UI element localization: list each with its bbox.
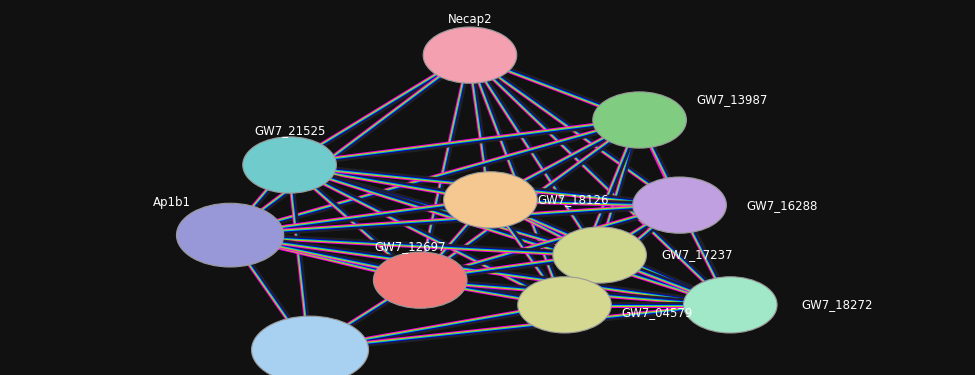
Ellipse shape xyxy=(243,137,336,193)
Text: GW7_18126: GW7_18126 xyxy=(537,194,609,206)
Text: Ap1b1: Ap1b1 xyxy=(153,196,190,208)
Ellipse shape xyxy=(633,177,726,233)
Text: GW7_16288: GW7_16288 xyxy=(746,199,818,211)
Text: GW7_21525: GW7_21525 xyxy=(254,124,326,137)
Ellipse shape xyxy=(593,92,686,148)
Ellipse shape xyxy=(518,277,611,333)
Ellipse shape xyxy=(176,203,284,267)
Text: GW7_12697: GW7_12697 xyxy=(374,240,447,253)
Ellipse shape xyxy=(423,27,517,83)
Text: Necap2: Necap2 xyxy=(448,13,492,26)
Ellipse shape xyxy=(373,252,467,308)
Ellipse shape xyxy=(683,277,777,333)
Ellipse shape xyxy=(553,227,646,283)
Ellipse shape xyxy=(252,316,369,375)
Text: GW7_13987: GW7_13987 xyxy=(696,93,768,106)
Text: GW7_17237: GW7_17237 xyxy=(661,249,733,261)
Text: GW7_04579: GW7_04579 xyxy=(621,306,693,319)
Ellipse shape xyxy=(444,172,537,228)
Text: GW7_18272: GW7_18272 xyxy=(801,298,874,311)
